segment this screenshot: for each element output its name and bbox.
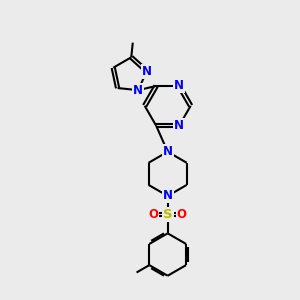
Text: N: N — [163, 189, 173, 203]
Text: S: S — [163, 208, 172, 221]
Text: N: N — [163, 145, 173, 158]
Text: N: N — [133, 84, 143, 97]
Text: O: O — [148, 208, 158, 221]
Text: N: N — [174, 119, 184, 132]
Text: N: N — [142, 65, 152, 78]
Text: O: O — [177, 208, 187, 221]
Text: N: N — [174, 80, 184, 92]
